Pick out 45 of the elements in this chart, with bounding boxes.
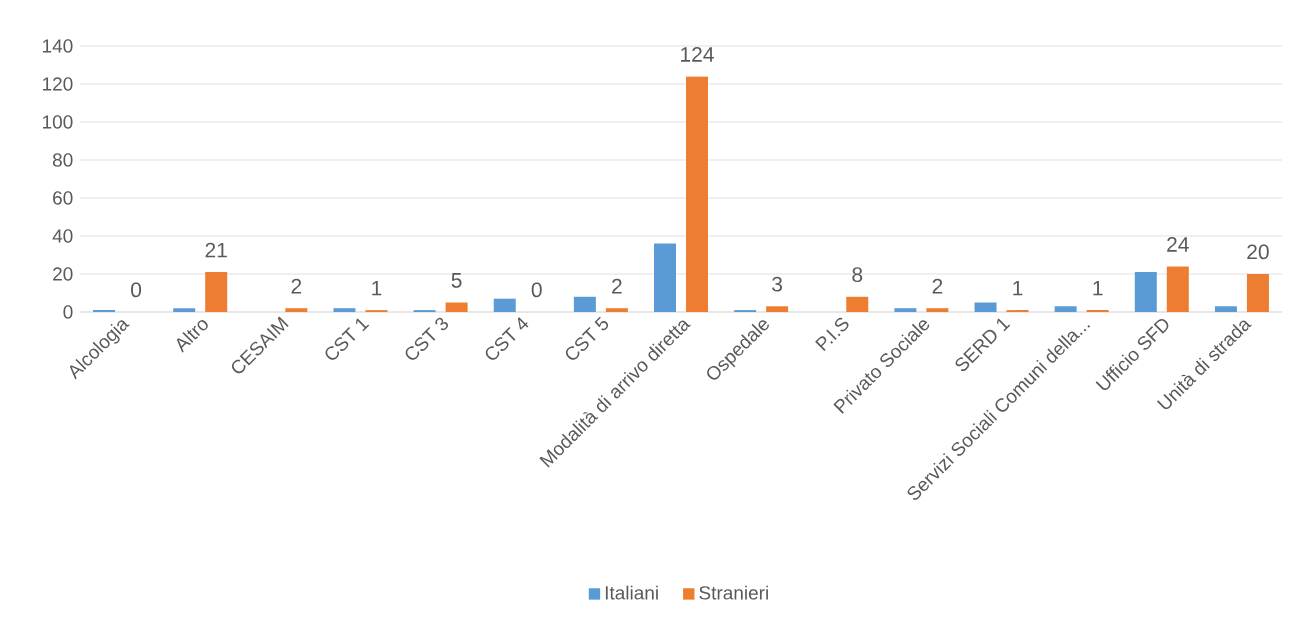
data-label: 1: [1013, 280, 1023, 296]
data-label: 2: [291, 278, 302, 294]
y-tick-label: 40: [52, 229, 73, 243]
bar: [333, 308, 356, 312]
data-label: 1: [372, 280, 382, 296]
data-label: 2: [612, 278, 622, 294]
data-label: 3: [772, 276, 783, 292]
y-tick-label: 60: [53, 191, 73, 205]
bar: [846, 296, 869, 312]
y-tick-label: 80: [52, 153, 73, 167]
data-label: 0: [531, 282, 542, 298]
bar: [686, 76, 708, 312]
bar: [1166, 266, 1189, 312]
data-label: 8: [852, 267, 863, 283]
data-label: 1: [1093, 280, 1103, 296]
bar: [205, 272, 228, 312]
legend-label: Italiani: [605, 585, 658, 600]
bar: [894, 308, 917, 312]
data-label: 20: [1247, 244, 1269, 260]
data-label: 5: [451, 273, 462, 288]
data-label: 124: [681, 47, 714, 62]
y-tick-label: 120: [43, 77, 73, 91]
data-label: 21: [205, 242, 227, 258]
y-tick-label: 0: [63, 305, 73, 319]
data-label: 0: [131, 282, 142, 298]
bar: [1214, 306, 1237, 312]
bar: [285, 308, 308, 312]
bar: [974, 302, 997, 312]
bar: [1054, 306, 1077, 312]
legend-label: Stranieri: [699, 585, 768, 600]
bar: [493, 298, 516, 312]
y-tick-label: 100: [43, 115, 73, 129]
y-tick-label: 20: [53, 267, 73, 281]
data-label: 24: [1167, 237, 1189, 252]
bar: [926, 308, 949, 312]
bar: [573, 296, 596, 312]
bar: [173, 308, 196, 312]
y-tick-label: 140: [43, 39, 73, 53]
bar: [766, 306, 789, 312]
bar: [605, 308, 628, 312]
bar: [654, 243, 676, 312]
data-label: 2: [932, 278, 943, 294]
bar: [1246, 273, 1269, 312]
bar: [1134, 272, 1157, 312]
bar: [445, 302, 468, 312]
